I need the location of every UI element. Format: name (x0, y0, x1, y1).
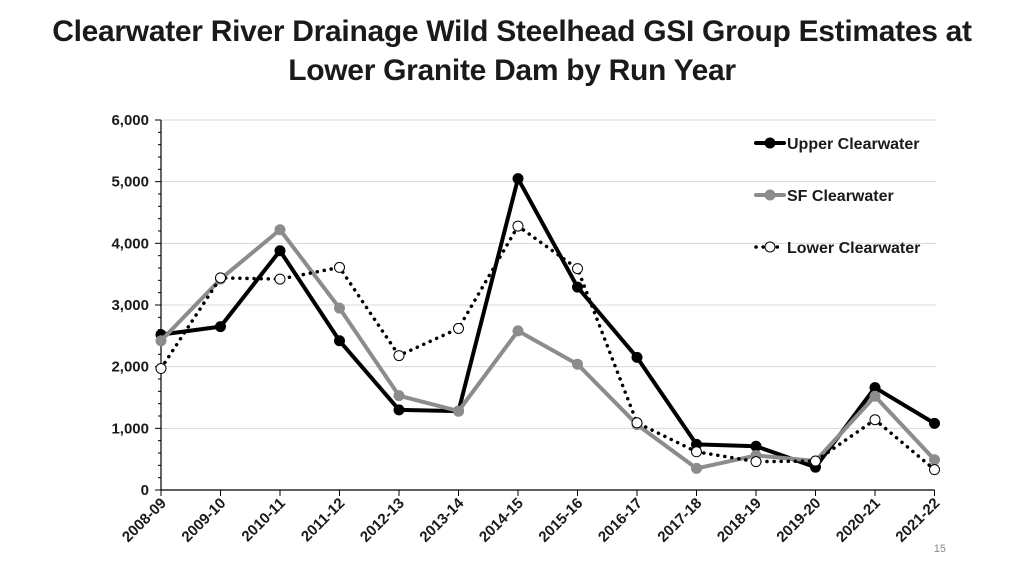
y-tick-label: 4,000 (111, 235, 149, 252)
x-tick-label: 2019-20 (773, 495, 824, 546)
data-point (869, 414, 881, 426)
y-tick-label: 5,000 (111, 174, 149, 191)
data-point (393, 404, 405, 416)
legend-label: Upper Clearwater (787, 136, 920, 153)
legend-marker (764, 189, 776, 201)
series-lines (155, 173, 940, 476)
legend-entry: Upper Clearwater (754, 136, 920, 153)
data-point (334, 261, 345, 273)
data-point (155, 335, 167, 347)
x-tick-label: 2020-21 (833, 495, 884, 546)
data-point (334, 335, 345, 347)
x-tick-label: 2011-12 (298, 495, 348, 545)
data-point (750, 456, 762, 468)
data-point (215, 321, 226, 333)
legend-entry: SF Clearwater (754, 188, 894, 205)
data-point (393, 350, 405, 362)
data-point (512, 173, 524, 185)
data-point (453, 322, 464, 334)
data-point (572, 281, 583, 293)
x-tick-label: 2013-14 (416, 494, 467, 545)
data-point (869, 390, 881, 402)
legend-entry: Lower Clearwater (754, 240, 920, 257)
x-tick-label: 2021-22 (892, 495, 943, 546)
data-point (631, 351, 643, 363)
series-upper-clearwater (155, 173, 940, 473)
data-point (512, 325, 524, 337)
y-tick-label: 1,000 (111, 420, 149, 437)
data-point (215, 272, 226, 284)
legend-label: Lower Clearwater (787, 240, 920, 257)
data-point (750, 440, 762, 452)
page-number: 15 (933, 543, 946, 555)
legend-marker (764, 241, 776, 253)
data-point (929, 454, 940, 466)
x-tick-label: 2016-17 (595, 495, 646, 546)
legend-marker (764, 137, 776, 149)
data-point (334, 302, 345, 314)
legend: Upper Clearwater SF Clearwater Lower Clear… (754, 136, 920, 257)
x-tick-label: 2018-19 (714, 495, 765, 546)
y-tick-label: 6,000 (111, 112, 149, 129)
chart-title-line-1: Clearwater River Drainage Wild Steelhead… (52, 15, 972, 48)
data-point (572, 358, 583, 370)
series-lower-clearwater (155, 220, 940, 476)
data-point (512, 220, 524, 232)
x-tick-label: 2015-16 (535, 495, 586, 546)
data-point (453, 405, 464, 417)
gridlines (161, 119, 936, 429)
series-line (159, 176, 937, 470)
y-tick-label: 0 (141, 482, 149, 499)
series-line (159, 224, 937, 472)
data-point (631, 417, 643, 429)
x-tick-label: 2012-13 (357, 495, 408, 546)
x-tick-label: 2009-10 (178, 495, 229, 546)
legend-label: SF Clearwater (787, 188, 894, 205)
data-point (572, 263, 583, 275)
x-tick-label: 2010-11 (238, 495, 288, 545)
data-point (691, 462, 702, 474)
x-tick-label: 2014-15 (476, 495, 527, 546)
series-line (159, 227, 937, 471)
chart-title: Clearwater River Drainage Wild Steelhead… (0, 12, 1024, 90)
y-tick-label: 3,000 (111, 297, 149, 314)
y-tick-label: 2,000 (111, 359, 149, 376)
data-point (274, 245, 286, 257)
data-point (274, 273, 286, 285)
data-point (274, 224, 286, 236)
x-tick-label: 2017-18 (654, 495, 705, 546)
data-point (691, 446, 702, 458)
data-point (929, 464, 940, 476)
chart-title-line-2: Lower Granite Dam by Run Year (288, 54, 736, 87)
x-tick-label: 2008-09 (119, 495, 170, 546)
data-point (810, 455, 821, 467)
data-point (393, 390, 405, 402)
data-point (929, 417, 940, 429)
data-point (155, 363, 167, 375)
